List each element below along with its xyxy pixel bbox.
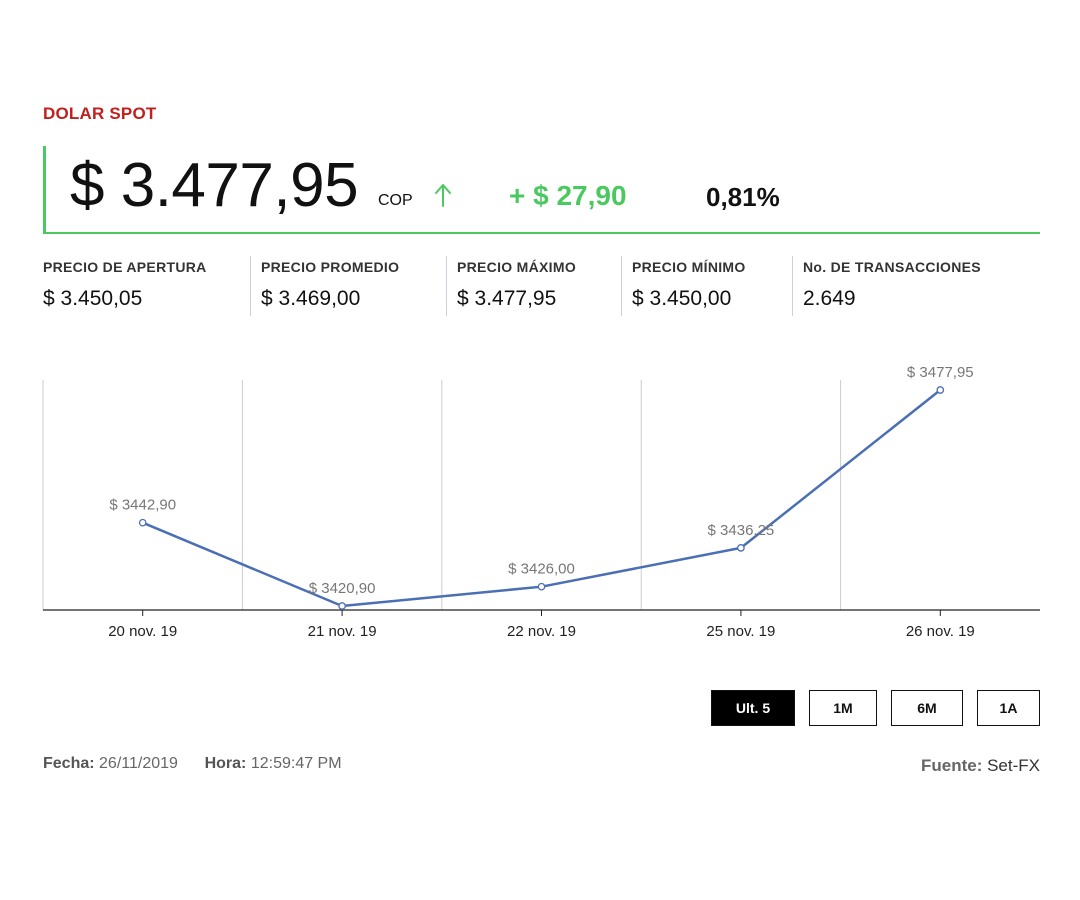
time-label: Hora: (204, 755, 247, 772)
currency-code: COP (378, 192, 413, 209)
x-tick-label: 22 nov. 19 (507, 623, 576, 640)
stat-max-price: PRECIO MÁXIMO $ 3.477,95 (446, 256, 621, 316)
source: Fuente: Set-FX (921, 756, 1040, 776)
x-tick-label: 21 nov. 19 (308, 623, 377, 640)
source-value: Set-FX (987, 756, 1040, 775)
stat-min-price: PRECIO MÍNIMO $ 3.450,00 (621, 256, 792, 316)
range-button-last5[interactable]: Ult. 5 (711, 690, 795, 726)
timestamp: Fecha: 26/11/2019 Hora: 12:59:47 PM (43, 755, 342, 773)
price-summary: $ 3.477,95 COP + $ 27,90 0,81% (43, 146, 1040, 234)
stat-value: 2.649 (803, 287, 856, 310)
range-button-6m[interactable]: 6M (891, 690, 963, 726)
data-point[interactable] (737, 544, 745, 552)
stat-average-price: PRECIO PROMEDIO $ 3.469,00 (250, 256, 446, 316)
x-axis-ticks: 20 nov. 19 21 nov. 19 22 nov. 19 25 nov. 19… (108, 610, 975, 640)
source-label: Fuente: (920, 756, 983, 775)
x-tick-label: 26 nov. 19 (906, 623, 975, 640)
price-change: + $ 27,90 (509, 180, 627, 211)
data-label: $ 3436,25 (708, 522, 775, 539)
data-label: $ 3420,90 (309, 580, 376, 597)
data-point[interactable] (338, 602, 346, 610)
stat-value: $ 3.469,00 (261, 287, 361, 310)
stat-value: $ 3.477,95 (457, 287, 557, 310)
x-tick-label: 25 nov. 19 (706, 623, 775, 640)
data-point[interactable] (537, 582, 546, 591)
stat-label: PRECIO DE APERTURA (43, 259, 207, 275)
data-labels: $ 3442,90 $ 3420,90 $ 3426,00 $ 3436,25 $ 34… (109, 364, 973, 597)
stat-label: PRECIO MÁXIMO (457, 259, 577, 275)
time-value: 12:59:47 PM (250, 755, 342, 772)
data-label: $ 3426,00 (508, 561, 575, 578)
percent-change: 0,81% (706, 182, 780, 212)
current-price: $ 3.477,95 (70, 151, 359, 220)
data-point[interactable] (936, 386, 945, 394)
data-points (138, 386, 945, 610)
page-title: DOLAR SPOT (43, 104, 157, 123)
range-button-1m[interactable]: 1M (809, 690, 877, 726)
data-point[interactable] (138, 518, 147, 527)
stat-value: $ 3.450,05 (43, 287, 143, 310)
data-label: $ 3477,95 (907, 364, 974, 381)
x-tick-label: 20 nov. 19 (108, 623, 177, 640)
stat-transactions: No. DE TRANSACCIONES 2.649 (792, 256, 992, 316)
price-line-chart: 20 nov. 19 21 nov. 19 22 nov. 19 25 nov. 19… (42, 364, 1040, 640)
stat-value: $ 3.450,00 (632, 287, 732, 310)
date-value: 26/11/2019 (99, 755, 178, 772)
chart-grid (42, 380, 842, 610)
arrow-up-icon (435, 184, 451, 207)
stat-label: No. DE TRANSACCIONES (803, 259, 981, 275)
date-label: Fecha: (43, 755, 95, 772)
data-label: $ 3442,90 (109, 497, 176, 514)
stat-label: PRECIO PROMEDIO (261, 259, 400, 275)
range-button-1a[interactable]: 1A (977, 690, 1040, 726)
stat-opening-price: PRECIO DE APERTURA $ 3.450,05 (43, 256, 250, 316)
stat-label: PRECIO MÍNIMO (632, 259, 746, 275)
